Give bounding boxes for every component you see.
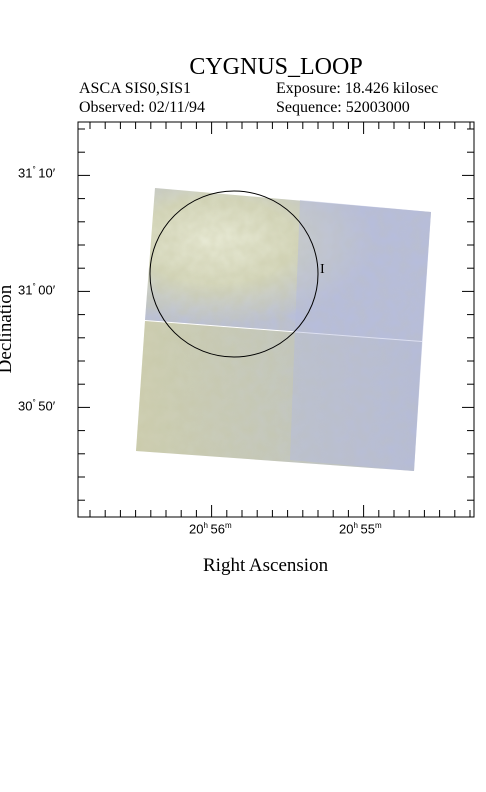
axis-ticks xyxy=(78,122,474,517)
y-axis-label: Declination xyxy=(0,284,16,374)
xtick-label-20h56m: 20h 56m xyxy=(189,521,232,537)
x-axis-label: Right Ascension xyxy=(203,555,329,576)
ytick-label-30-50: 30° 50′ xyxy=(18,398,56,414)
ytick-label-31-00: 31° 00′ xyxy=(18,282,56,298)
xtick-label-20h55m: 20h 55m xyxy=(339,521,382,537)
sequence-label: Sequence: 52003000 xyxy=(276,99,410,116)
ytick-label-31-10: 31° 10′ xyxy=(18,165,56,181)
instrument-label: ASCA SIS0,SIS1 xyxy=(79,80,192,97)
plot-frame xyxy=(77,121,475,518)
plot-title: CYGNUS_LOOP xyxy=(189,54,363,80)
source-marker: I xyxy=(320,262,325,277)
source-region-circle xyxy=(149,190,319,358)
observed-date-label: Observed: 02/11/94 xyxy=(79,99,206,116)
exposure-label: Exposure: 18.426 kilosec xyxy=(276,80,439,97)
